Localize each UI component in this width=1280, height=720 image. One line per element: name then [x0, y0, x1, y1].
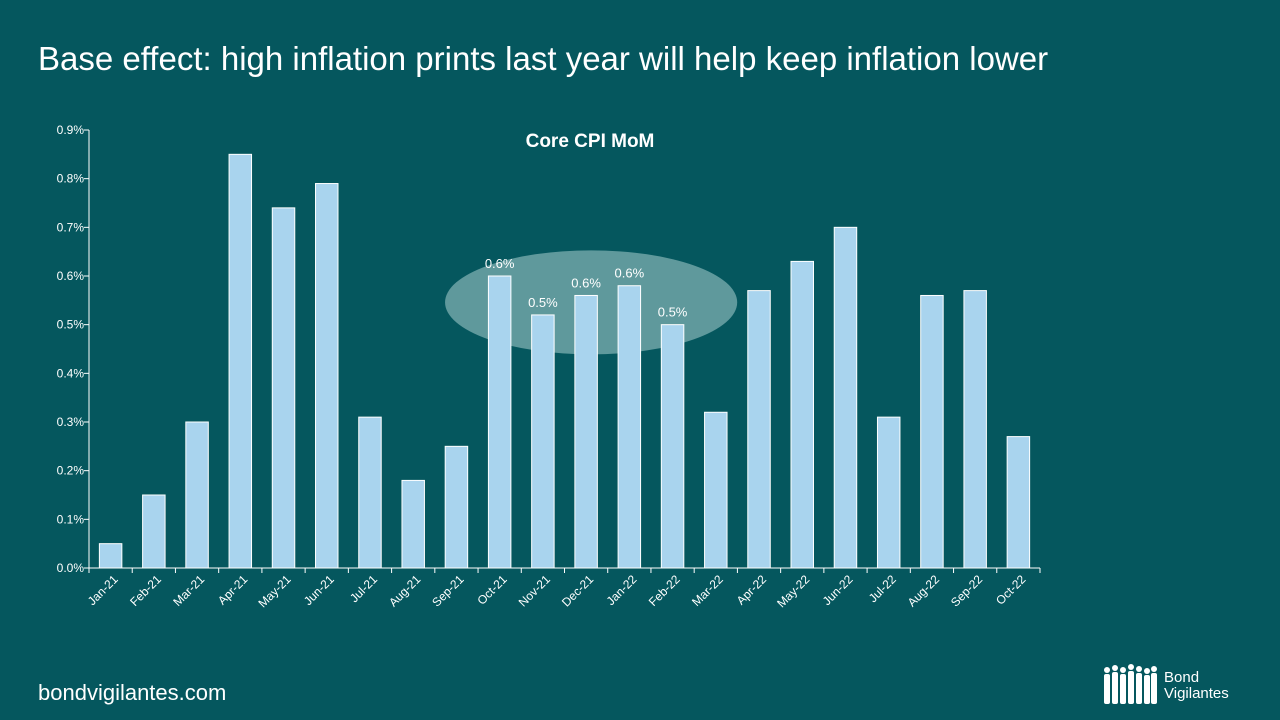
bar-oct-22 — [1006, 436, 1031, 569]
x-tick-label: Jul-22 — [866, 572, 899, 605]
data-label: 0.6% — [615, 266, 645, 281]
x-tick-label: Sep-21 — [429, 572, 466, 609]
bar-jul-21 — [358, 416, 382, 569]
data-label: 0.6% — [571, 275, 601, 290]
x-tick-label: Mar-22 — [689, 572, 726, 609]
x-tick-label: Jul-21 — [347, 572, 380, 605]
bar-sep-22 — [963, 290, 987, 569]
x-tick-label: May-22 — [774, 572, 812, 610]
y-tick-label: 0.5% — [57, 318, 85, 332]
x-tick-label: Mar-21 — [170, 572, 207, 609]
bar-jul-22 — [876, 416, 901, 569]
y-tick-label: 0.6% — [57, 269, 85, 283]
x-tick-label: Nov-21 — [516, 572, 553, 609]
bar-nov-21 — [531, 314, 555, 569]
bar-jun-21 — [315, 183, 339, 569]
x-tick-label: Apr-21 — [215, 572, 251, 608]
x-tick-label: Jun-21 — [301, 572, 337, 608]
brand-name: Bond Vigilantes — [1164, 670, 1229, 702]
y-tick-label: 0.1% — [57, 512, 85, 526]
bar-feb-22 — [660, 324, 685, 569]
chart-title: Core CPI MoM — [526, 131, 655, 152]
footer-url[interactable]: bondvigilantes.com — [38, 680, 227, 705]
bar-oct-21 — [487, 275, 512, 569]
x-tick-label: Sep-22 — [948, 572, 985, 609]
data-label: 0.6% — [485, 256, 515, 271]
bar-mar-21 — [185, 421, 209, 569]
x-tick-label: Feb-21 — [127, 572, 164, 609]
brand-name-line2: Vigilantes — [1164, 685, 1229, 702]
data-label: 0.5% — [658, 305, 688, 320]
brand-logo: Bond Vigilantes — [1102, 664, 1229, 708]
x-tick-label: Aug-22 — [905, 572, 942, 609]
x-tick-label: Oct-22 — [993, 572, 1029, 608]
bar-may-21 — [271, 207, 296, 569]
brand-name-line1: Bond — [1164, 669, 1200, 686]
x-tick-label: Jun-22 — [820, 572, 856, 608]
y-tick-label: 0.2% — [57, 464, 85, 478]
bar-jun-22 — [833, 226, 858, 569]
bar-aug-22 — [920, 294, 944, 569]
y-tick-label: 0.8% — [57, 172, 85, 186]
x-tick-label: Jan-22 — [604, 572, 640, 608]
slide-title: Base effect: high inflation prints last … — [38, 40, 1049, 77]
x-tick-label: Jan-21 — [85, 572, 121, 608]
y-tick-label: 0.9% — [57, 123, 85, 137]
x-tick-label: Feb-22 — [646, 572, 683, 609]
y-tick-label: 0.4% — [57, 366, 85, 380]
y-tick-label: 0.3% — [57, 415, 85, 429]
bar-apr-22 — [747, 290, 771, 569]
bar-dec-21 — [574, 294, 598, 569]
bar-mar-22 — [704, 411, 728, 569]
bar-may-22 — [790, 260, 814, 569]
x-tick-label: Apr-22 — [734, 572, 770, 608]
bar-sep-21 — [444, 445, 469, 569]
x-tick-label: Aug-21 — [386, 572, 423, 609]
bar-jan-22 — [617, 285, 642, 569]
y-tick-label: 0.0% — [57, 561, 85, 575]
data-label: 0.5% — [528, 295, 558, 310]
y-tick-label: 0.7% — [57, 220, 85, 234]
bar-aug-21 — [401, 479, 425, 569]
bar-apr-21 — [228, 153, 253, 569]
x-tick-label: May-21 — [255, 572, 293, 610]
people-silhouette-icon — [1104, 664, 1157, 704]
x-tick-label: Oct-21 — [474, 572, 510, 608]
bar-jan-21 — [98, 543, 123, 569]
x-tick-label: Dec-21 — [559, 572, 596, 609]
bar-feb-21 — [142, 494, 166, 569]
